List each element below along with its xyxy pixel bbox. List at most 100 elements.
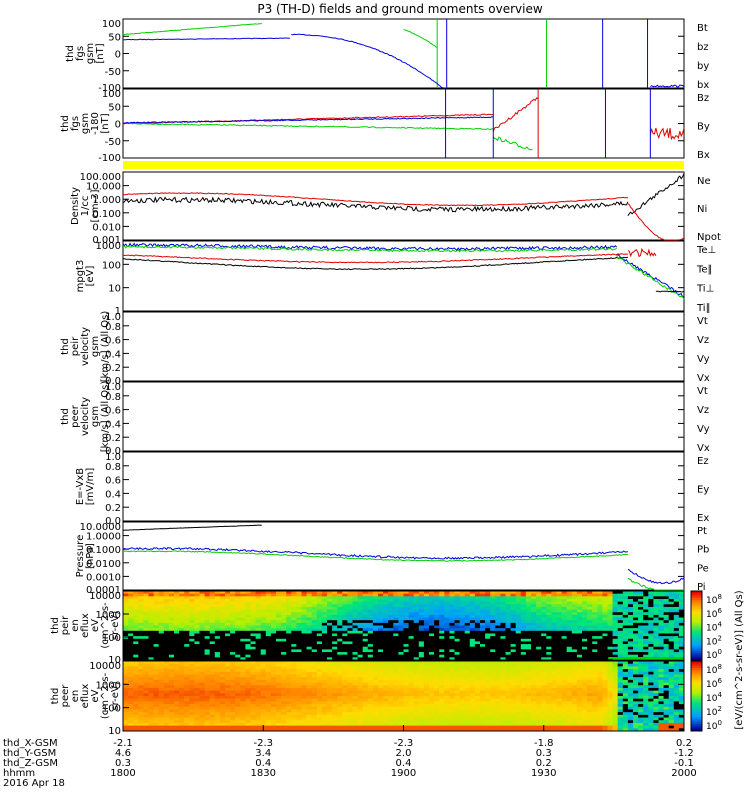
- spectrogram-cell: [429, 601, 435, 605]
- spectrogram-cell: [194, 679, 200, 683]
- spectrogram-cell: [510, 657, 517, 661]
- spectrogram-cell: [449, 609, 455, 613]
- spectrogram-cell: [204, 617, 211, 621]
- spectrogram-cell: [500, 649, 506, 653]
- spectrogram-cell: [270, 693, 277, 697]
- spectrogram-cell: [174, 657, 180, 661]
- spectrogram-cell: [597, 638, 603, 642]
- spectrogram-cell: [597, 609, 603, 613]
- spectrogram-cell: [668, 630, 675, 634]
- spectrogram-cell: [189, 591, 195, 595]
- spectrogram-cell: [168, 674, 175, 678]
- spectrogram-cell: [327, 654, 333, 658]
- spectrogram-cell: [332, 706, 338, 710]
- spectrogram-cell: [281, 641, 287, 645]
- legend-entry: Vy: [697, 354, 710, 365]
- spectrogram-cell: [668, 591, 675, 595]
- spectrogram-cell: [413, 652, 420, 656]
- spectrogram-cell: [255, 657, 262, 661]
- spectrogram-cell: [291, 617, 297, 621]
- spectrogram-cell: [240, 620, 246, 624]
- spectrogram-cell: [449, 652, 455, 656]
- spectrogram-cell: [469, 644, 476, 648]
- spectrogram-cell: [469, 685, 476, 689]
- spectrogram-cell: [439, 679, 445, 683]
- spectrogram-cell: [281, 717, 287, 721]
- spectrogram-cell: [194, 593, 200, 597]
- spectrogram-cell: [439, 712, 445, 716]
- spectrogram-cell: [260, 633, 267, 637]
- spectrogram-cell: [306, 690, 313, 694]
- spectrogram-cell: [332, 728, 338, 732]
- spectrogram-cell: [362, 612, 369, 616]
- spectrogram-cell: [230, 671, 236, 675]
- spectrogram-cell: [311, 685, 318, 689]
- spectrogram-cell: [291, 728, 297, 732]
- spectrogram-cell: [418, 614, 425, 618]
- spectrogram-cell: [627, 598, 634, 603]
- spectrogram-cell: [658, 617, 664, 621]
- spectrogram-cell: [633, 641, 639, 645]
- spectrogram-cell: [158, 612, 165, 616]
- spectrogram-cell: [286, 701, 292, 705]
- spectrogram-cell: [515, 628, 522, 632]
- spectrogram-cell: [276, 628, 282, 632]
- spectrogram-cell: [143, 644, 149, 648]
- spectrogram-cell: [485, 679, 491, 683]
- spectrogram-cell: [449, 654, 455, 658]
- spectrogram-cell: [316, 612, 323, 616]
- tell-line: [655, 290, 685, 293]
- spectrogram-cell: [643, 628, 649, 632]
- spectrogram-cell: [413, 591, 420, 595]
- spectrogram-cell: [209, 596, 216, 600]
- spectrogram-cell: [383, 682, 389, 686]
- spectrogram-cell: [474, 696, 481, 700]
- spectrogram-cell: [393, 679, 399, 683]
- spectrogram-cell: [158, 706, 165, 710]
- spectrogram-cell: [418, 604, 425, 608]
- spectrogram-cell: [439, 633, 445, 637]
- spectrogram-cell: [296, 701, 302, 705]
- spectrogram-cell: [454, 671, 460, 675]
- spectrogram-cell: [388, 671, 394, 675]
- spectrogram-cell: [439, 601, 445, 605]
- spectrogram-cell: [546, 644, 552, 648]
- spectrogram-cell: [332, 698, 338, 702]
- spectrogram-cell: [163, 625, 170, 629]
- spectrogram-cell: [485, 687, 491, 692]
- spectrogram-cell: [301, 687, 307, 692]
- spectrogram-cell: [265, 604, 272, 608]
- spectrogram-cell: [378, 687, 384, 692]
- spectrogram-cell: [316, 604, 323, 608]
- spectrogram-cell: [327, 722, 333, 727]
- spectrogram-cell: [250, 596, 256, 600]
- spectrogram-cell: [286, 661, 292, 665]
- spectrogram-cell: [459, 657, 466, 661]
- spectrogram-cell: [250, 609, 256, 613]
- spectrogram-cell: [434, 657, 440, 661]
- spectrogram-cell: [143, 663, 149, 667]
- y-tick-label: 10.000: [86, 182, 121, 193]
- spectrogram-cell: [459, 714, 466, 718]
- spectrogram-cell: [316, 701, 323, 705]
- spectrogram-cell: [235, 706, 241, 710]
- spectrogram-cell: [133, 679, 139, 683]
- spectrogram-cell: [194, 725, 200, 729]
- y-tick-label: 0.6: [105, 336, 121, 347]
- spectrogram-cell: [347, 698, 353, 702]
- y-tick-label: 0.0: [105, 516, 121, 527]
- spectrogram-cell: [469, 671, 476, 675]
- spectrogram-cell: [617, 654, 624, 658]
- spectrogram-cell: [653, 636, 659, 640]
- spectrogram-cell: [393, 690, 399, 694]
- spectrogram-cell: [133, 652, 139, 656]
- spectrogram-cell: [123, 625, 129, 629]
- y-tick-label: 0.6: [105, 476, 121, 487]
- spectrogram-cell: [133, 609, 139, 613]
- spectrogram-cell: [408, 612, 415, 616]
- spectrogram-cell: [423, 638, 430, 642]
- spectrogram-cell: [286, 593, 292, 597]
- spectrogram-cell: [184, 698, 190, 702]
- spectrogram-cell: [464, 661, 471, 665]
- spectrogram-cell: [184, 649, 190, 653]
